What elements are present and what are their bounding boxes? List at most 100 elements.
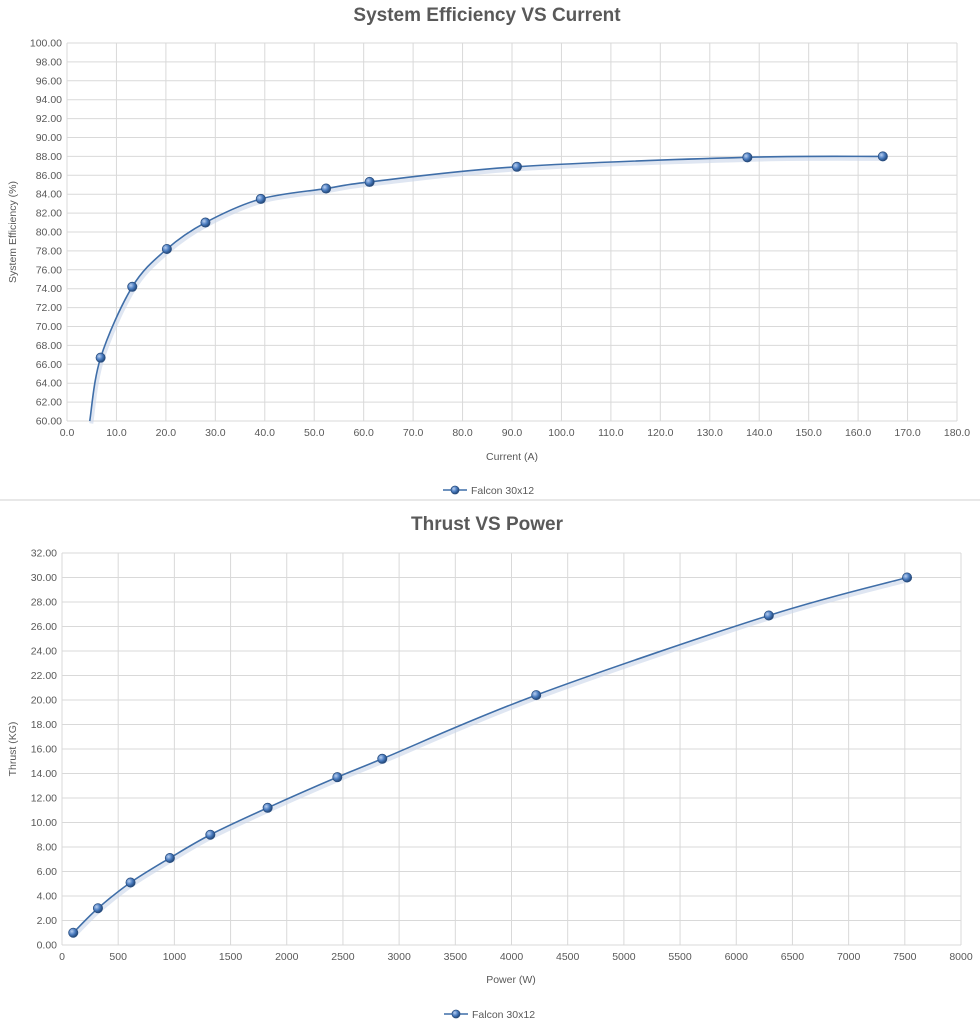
legend-label: Falcon 30x12 [471,485,534,497]
x-tick-label: 3000 [387,951,411,963]
x-tick-label: 8000 [949,951,973,963]
data-point [377,753,388,764]
y-tick-label: 20.00 [31,695,57,707]
y-tick-label: 6.00 [37,866,58,878]
y-tick-label: 90.00 [36,132,62,144]
x-tick-label: 0 [59,951,65,963]
x-tick-label: 150.0 [796,427,822,439]
x-tick-label: 90.0 [502,427,523,439]
x-tick-label: 1500 [219,951,243,963]
chart-title: System Efficiency VS Current [353,5,621,26]
y-axis-title: Thrust (KG) [7,722,19,777]
y-tick-label: 64.00 [36,378,62,390]
y-tick-label: 14.00 [31,768,57,780]
y-tick-label: 60.00 [36,416,62,428]
y-tick-label: 68.00 [36,340,62,352]
x-tick-label: 10.0 [106,427,127,439]
x-tick-label: 130.0 [697,427,723,439]
x-axis-title: Current (A) [486,451,538,463]
series-line-shadow [73,578,910,937]
series-line-shadow [89,156,885,424]
series-falcon-30x12 [68,572,913,938]
y-tick-label: 16.00 [31,744,57,756]
data-point [742,152,753,163]
x-tick-label: 80.0 [452,427,473,439]
y-tick-label: 4.00 [37,891,58,903]
x-tick-label: 20.0 [156,427,177,439]
y-tick-label: 94.00 [36,94,62,106]
y-tick-label: 96.00 [36,75,62,87]
x-tick-label: 3500 [444,951,468,963]
x-tick-label: 110.0 [598,427,624,439]
data-point [255,193,266,204]
y-tick-label: 72.00 [36,302,62,314]
y-tick-label: 10.00 [31,817,57,829]
data-point [877,151,888,162]
thrust-chart: Thrust VS Power 0.00 2.00 4.00 6.00 8.00 10.0… [7,514,973,1021]
data-point [262,802,273,813]
data-point [321,183,332,194]
x-tick-label: 2500 [331,951,355,963]
y-tick-label: 8.00 [37,842,58,854]
y-tick-label: 12.00 [31,793,57,805]
data-point [92,903,103,914]
y-axis-title: System Efficiency (%) [7,181,19,283]
data-point [125,877,136,888]
y-tick-label: 18.00 [31,719,57,731]
chart-title: Thrust VS Power [411,514,564,535]
data-point [902,572,913,583]
legend: Falcon 30x12 [444,1009,535,1021]
y-tick-label: 30.00 [31,572,57,584]
x-tick-label: 500 [109,951,127,963]
data-point [763,610,774,621]
y-tick-label: 86.00 [36,170,62,182]
y-axis-ticks: 60.00 62.00 64.00 66.00 68.00 70.00 72.00 74.00… [30,38,62,428]
x-tick-label: 120.0 [647,427,673,439]
y-tick-label: 26.00 [31,621,57,633]
x-tick-label: 60.0 [353,427,374,439]
data-point [200,217,211,228]
series-falcon-30x12 [88,151,888,424]
x-tick-label: 2000 [275,951,299,963]
y-tick-label: 76.00 [36,264,62,276]
x-tick-label: 50.0 [304,427,325,439]
y-tick-label: 92.00 [36,113,62,125]
x-tick-label: 180.0 [944,427,970,439]
legend-marker-icon [451,1009,461,1019]
y-tick-label: 0.00 [37,940,58,952]
y-tick-label: 28.00 [31,597,57,609]
data-point [332,772,343,783]
y-tick-label: 80.00 [36,227,62,239]
y-tick-label: 24.00 [31,646,57,658]
legend-label: Falcon 30x12 [472,1009,535,1021]
x-axis-title: Power (W) [486,974,536,986]
y-tick-label: 88.00 [36,151,62,163]
x-tick-label: 40.0 [255,427,276,439]
y-tick-label: 62.00 [36,397,62,409]
data-point [164,853,175,864]
y-tick-label: 70.00 [36,321,62,333]
x-tick-label: 70.0 [403,427,424,439]
data-point [127,281,138,292]
chart-grid [61,552,962,946]
y-tick-label: 78.00 [36,245,62,257]
x-tick-label: 4000 [500,951,524,963]
x-tick-label: 1000 [163,951,187,963]
x-tick-label: 160.0 [845,427,871,439]
x-tick-label: 4500 [556,951,580,963]
y-tick-label: 100.00 [30,38,62,50]
x-tick-label: 5000 [612,951,636,963]
data-point [364,176,375,187]
efficiency-chart: System Efficiency VS Current 60.00 62.00 6… [7,5,970,497]
x-tick-label: 100.0 [548,427,574,439]
y-tick-label: 82.00 [36,208,62,220]
y-tick-label: 66.00 [36,359,62,371]
data-point [531,690,542,701]
y-tick-label: 84.00 [36,189,62,201]
series-line [88,155,883,422]
x-tick-label: 140.0 [746,427,772,439]
x-axis-ticks: 0.0 10.0 20.0 30.0 40.0 50.0 60.0 70.0 80.0 90.0 1… [60,427,971,439]
y-tick-label: 2.00 [37,915,58,927]
y-tick-label: 98.00 [36,56,62,68]
